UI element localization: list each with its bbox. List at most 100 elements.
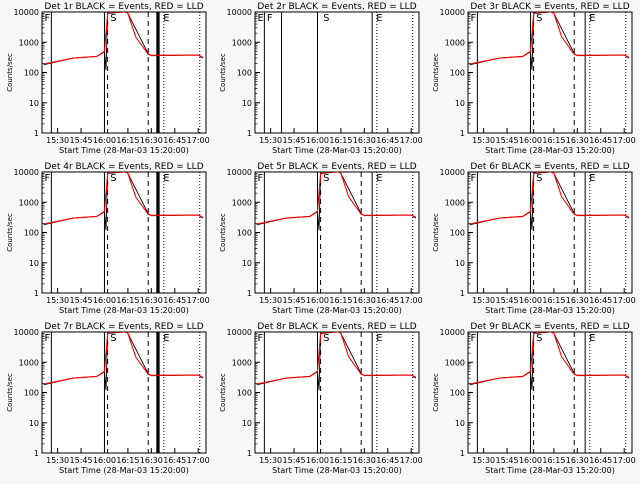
x-tick-label: 16:00 [306,456,329,465]
x-tick-label: 15:30 [46,136,69,145]
x-tick-label: 16:00 [93,456,116,465]
y-tick-label: 10000 [227,8,252,17]
chart-title: Det 3r BLACK = Events, RED = LLD [470,2,629,12]
y-tick-label: 10000 [14,328,39,337]
detector-chart-6: Det 6r BLACK = Events, RED = LLD 1 10 100 10… [432,162,636,315]
detector-panel-4: Det 4r BLACK = Events, RED = LLD 1 10 100 10… [0,160,213,324]
plot-frame [467,331,633,454]
detector-panel-5: Det 5r BLACK = Events, RED = LLD 1 10 100 10… [213,160,426,324]
x-tick-label: 17:00 [187,136,210,145]
x-tick-label: 16:45 [376,296,399,305]
x-tick-label: 15:30 [259,136,282,145]
y-axis-label: Counts/sec [219,53,227,92]
y-tick-label: 10 [455,259,465,268]
x-axis-label: Start Time (28-Mar-03 15:20:00) [485,146,615,155]
x-tick-label: 16:15 [329,136,352,145]
chart-title: Det 4r BLACK = Events, RED = LLD [44,162,203,172]
marker-label: S [110,173,116,184]
x-tick-label: 16:30 [353,456,376,465]
y-axis-label: Counts/sec [6,53,14,92]
y-tick-label: 100 [450,69,465,78]
x-tick-label: 16:15 [329,296,352,305]
marker-label: F [45,173,51,184]
marker-label: F [45,333,51,344]
x-tick-label: 15:30 [472,296,495,305]
x-tick-label: 16:15 [329,456,352,465]
detector-panel-9: Det 9r BLACK = Events, RED = LLD 1 10 100 10… [426,320,639,484]
y-tick-label: 1 [460,449,465,458]
y-tick-label: 1 [247,449,252,458]
y-tick-label: 1 [247,129,252,138]
y-tick-label: 10 [29,99,39,108]
series-lld [256,332,417,385]
y-tick-label: 1000 [19,358,39,367]
y-tick-label: 1000 [19,198,39,207]
x-tick-label: 16:15 [116,136,139,145]
series-lld [469,12,630,65]
marker-label: E [163,13,169,24]
detector-chart-7: Det 7r BLACK = Events, RED = LLD 1 10 100 10… [6,322,210,475]
x-tick-label: 17:00 [613,456,636,465]
x-axis-label: Start Time (28-Mar-03 15:20:00) [272,146,402,155]
plot-frame [254,171,420,294]
x-tick-label: 17:00 [187,296,210,305]
x-tick-label: 16:15 [542,296,565,305]
x-tick-label: 16:45 [163,136,186,145]
x-tick-label: 16:45 [376,456,399,465]
detector-chart-3: Det 3r BLACK = Events, RED = LLD 1 10 100 10… [432,2,636,155]
y-tick-label: 10 [242,99,252,108]
y-tick-label: 10 [29,259,39,268]
y-tick-label: 10 [242,419,252,428]
y-tick-label: 100 [237,69,252,78]
marker-label: E [589,13,595,24]
x-tick-label: 15:30 [46,456,69,465]
y-tick-label: 10000 [227,328,252,337]
x-tick-label: 16:45 [163,296,186,305]
detector-panel-1: Det 1r BLACK = Events, RED = LLD 1 10 100 10… [0,0,213,164]
x-tick-label: 16:45 [163,456,186,465]
x-axis-label: Start Time (28-Mar-03 15:20:00) [59,306,189,315]
x-tick-label: 16:30 [140,456,163,465]
x-tick-label: 15:45 [283,456,306,465]
plot-frame [41,11,207,134]
detector-chart-9: Det 9r BLACK = Events, RED = LLD 1 10 100 10… [432,322,636,475]
marker-label: F [471,333,477,344]
y-tick-label: 10000 [440,168,465,177]
plot-frame [254,11,420,134]
marker-label: S [323,333,329,344]
x-tick-label: 16:00 [93,296,116,305]
y-axis-label: Counts/sec [219,213,227,252]
y-tick-label: 1 [247,289,252,298]
y-tick-label: 1000 [445,38,465,47]
chart-title: Det 2r BLACK = Events, RED = LLD [257,2,416,12]
plot-frame [467,171,633,294]
plot-frame [254,331,420,454]
x-tick-label: 16:00 [519,296,542,305]
marker-label: S [110,13,116,24]
marker-label: E [376,173,382,184]
y-axis-label: Counts/sec [6,213,14,252]
y-tick-label: 10000 [14,168,39,177]
x-tick-label: 16:30 [140,136,163,145]
x-tick-label: 15:30 [259,456,282,465]
chart-title: Det 5r BLACK = Events, RED = LLD [257,162,416,172]
y-tick-label: 10000 [440,8,465,17]
y-tick-label: 1000 [232,38,252,47]
x-tick-label: 16:45 [589,296,612,305]
y-tick-label: 1 [34,289,39,298]
x-tick-label: 16:00 [519,136,542,145]
plot-frame [41,171,207,294]
y-axis-label: Counts/sec [432,373,440,412]
detector-panel-8: Det 8r BLACK = Events, RED = LLD 1 10 100 10… [213,320,426,484]
x-axis-label: Start Time (28-Mar-03 15:20:00) [272,466,402,475]
detector-panel-6: Det 6r BLACK = Events, RED = LLD 1 10 100 10… [426,160,639,324]
x-tick-label: 16:15 [116,296,139,305]
y-tick-label: 100 [450,389,465,398]
y-tick-label: 1 [460,129,465,138]
marker-label: E [163,333,169,344]
y-tick-label: 10 [455,419,465,428]
y-tick-label: 10000 [227,168,252,177]
x-tick-label: 15:45 [70,456,93,465]
x-tick-label: 17:00 [187,456,210,465]
marker-label: S [536,333,542,344]
